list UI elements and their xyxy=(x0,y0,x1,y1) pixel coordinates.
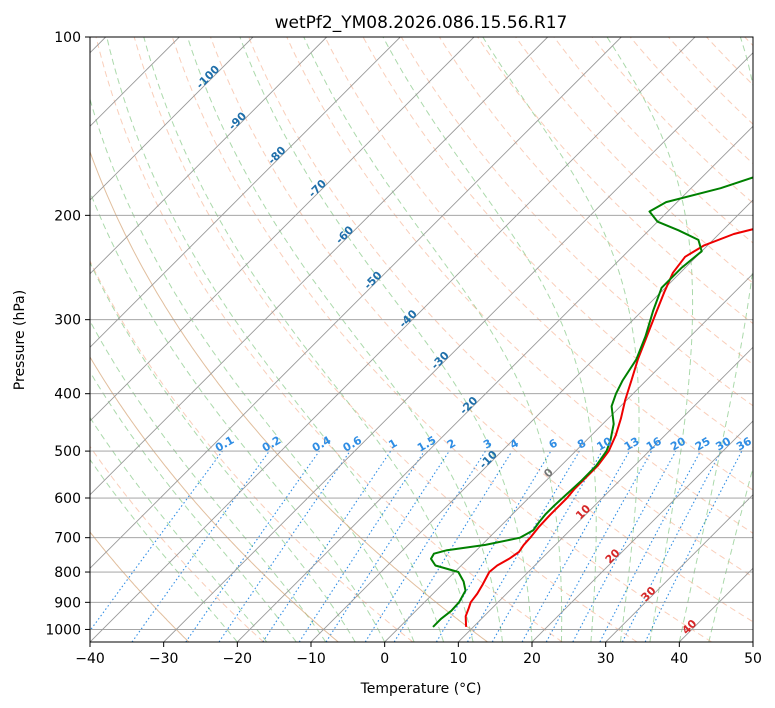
x-tick-label: −30 xyxy=(149,651,179,667)
dry-adiabat xyxy=(90,259,414,642)
y-tick-label: 800 xyxy=(54,565,81,581)
x-tick-label: 0 xyxy=(380,651,389,667)
dry-adiabat xyxy=(95,37,563,642)
mixing-ratio-line xyxy=(90,450,223,632)
y-tick-label: 600 xyxy=(54,491,81,507)
mixing-ratio-line xyxy=(572,450,677,642)
mixing-ratio-line xyxy=(218,450,351,642)
x-tick-label: −10 xyxy=(296,651,326,667)
y-tick-label: 400 xyxy=(54,387,81,403)
mixing-ratio-line xyxy=(131,450,270,642)
moist-adiabat xyxy=(606,37,694,642)
moist-adiabat xyxy=(303,37,563,642)
y-tick-label: 700 xyxy=(54,531,81,547)
moist-adiabat xyxy=(90,261,356,642)
isotherm-line xyxy=(90,37,328,275)
moist-adiabat xyxy=(708,465,753,642)
isotherm-line xyxy=(605,494,753,642)
isotherm-line xyxy=(163,52,753,642)
mixing-ratio-line xyxy=(262,450,392,642)
dry-adiabat xyxy=(133,37,638,642)
mixing-ratio-line xyxy=(644,450,743,642)
moist-adiabat xyxy=(239,37,533,642)
moist-adiabat xyxy=(90,190,386,642)
dry-adiabat xyxy=(515,37,753,284)
x-tick-label: 50 xyxy=(744,651,762,667)
x-tick-label: 20 xyxy=(523,651,541,667)
dry-adiabat xyxy=(248,37,753,578)
dewpoint-profile-line xyxy=(430,176,753,628)
moist-adiabat xyxy=(90,458,238,642)
mixing-ratio-label: 36 xyxy=(734,434,754,453)
y-tick-label: 500 xyxy=(54,444,81,460)
dry-adiabat xyxy=(210,37,753,623)
moist-adiabat xyxy=(106,37,445,642)
mixing-ratio-lines xyxy=(90,450,743,642)
mixing-ratio-line xyxy=(298,450,425,642)
y-tick-label: 900 xyxy=(54,595,81,611)
isotherm-line xyxy=(90,37,622,569)
isotherm-line xyxy=(90,37,696,642)
y-tick-label: 200 xyxy=(54,208,81,224)
mixing-ratio-line xyxy=(185,450,320,642)
mixing-ratio-line xyxy=(545,450,653,642)
moist-adiabat xyxy=(90,370,297,642)
dry-adiabat xyxy=(90,150,488,642)
isotherm-line xyxy=(310,199,753,642)
mixing-ratio-line xyxy=(521,450,630,642)
moist-adiabat xyxy=(90,416,268,642)
x-tick-label: −40 xyxy=(75,651,105,667)
y-axis: 100 200 300 400 500 600 700 800 900 1000 xyxy=(45,30,90,638)
temperature-profile-line xyxy=(464,228,753,627)
moist-adiabat xyxy=(187,37,503,642)
isotherm-line xyxy=(384,273,753,642)
x-tick-label: 30 xyxy=(597,651,615,667)
x-tick-label: 40 xyxy=(670,651,688,667)
isotherm-line xyxy=(457,346,753,642)
isotherm-line xyxy=(90,37,401,348)
moist-adiabat xyxy=(382,37,597,642)
mixing-ratio-line xyxy=(325,450,450,642)
plot-frame xyxy=(89,36,754,643)
pressure-gridlines xyxy=(90,37,753,630)
moist-adiabat xyxy=(90,320,327,642)
isotherm-line xyxy=(90,37,549,496)
dry-adiabats xyxy=(90,37,753,642)
y-axis-title: Pressure (hPa) xyxy=(12,290,28,390)
y-tick-label: 300 xyxy=(54,313,81,329)
x-tick-label: −20 xyxy=(223,651,253,667)
y-tick-label: 100 xyxy=(54,30,81,46)
isotherm-line xyxy=(90,37,475,422)
isotherm-line xyxy=(90,37,254,201)
dry-adiabat xyxy=(90,445,264,642)
dry-adiabat xyxy=(90,356,339,642)
chart-title: wetPf2_YM08.2026.086.15.56.R17 xyxy=(275,13,568,33)
moist-adiabat xyxy=(482,37,640,642)
isotherm-line xyxy=(236,125,753,642)
x-axis: −40 −30 −20 −10 0 10 20 30 40 50 xyxy=(75,642,762,667)
data-series xyxy=(430,176,753,628)
dry-adiabat xyxy=(286,37,753,534)
moist-adiabat xyxy=(678,37,753,642)
x-axis-title: Temperature (°C) xyxy=(360,681,482,697)
moist-adiabat xyxy=(143,37,474,642)
dry-adiabat xyxy=(90,531,190,642)
isotherm-line xyxy=(531,420,753,642)
dry-adiabat xyxy=(324,37,753,491)
dry-adiabat xyxy=(171,37,712,642)
mixing-ratio-line xyxy=(393,450,513,642)
isotherms xyxy=(90,37,753,642)
x-tick-label: 10 xyxy=(449,651,467,667)
y-tick-label: 1000 xyxy=(45,622,81,638)
